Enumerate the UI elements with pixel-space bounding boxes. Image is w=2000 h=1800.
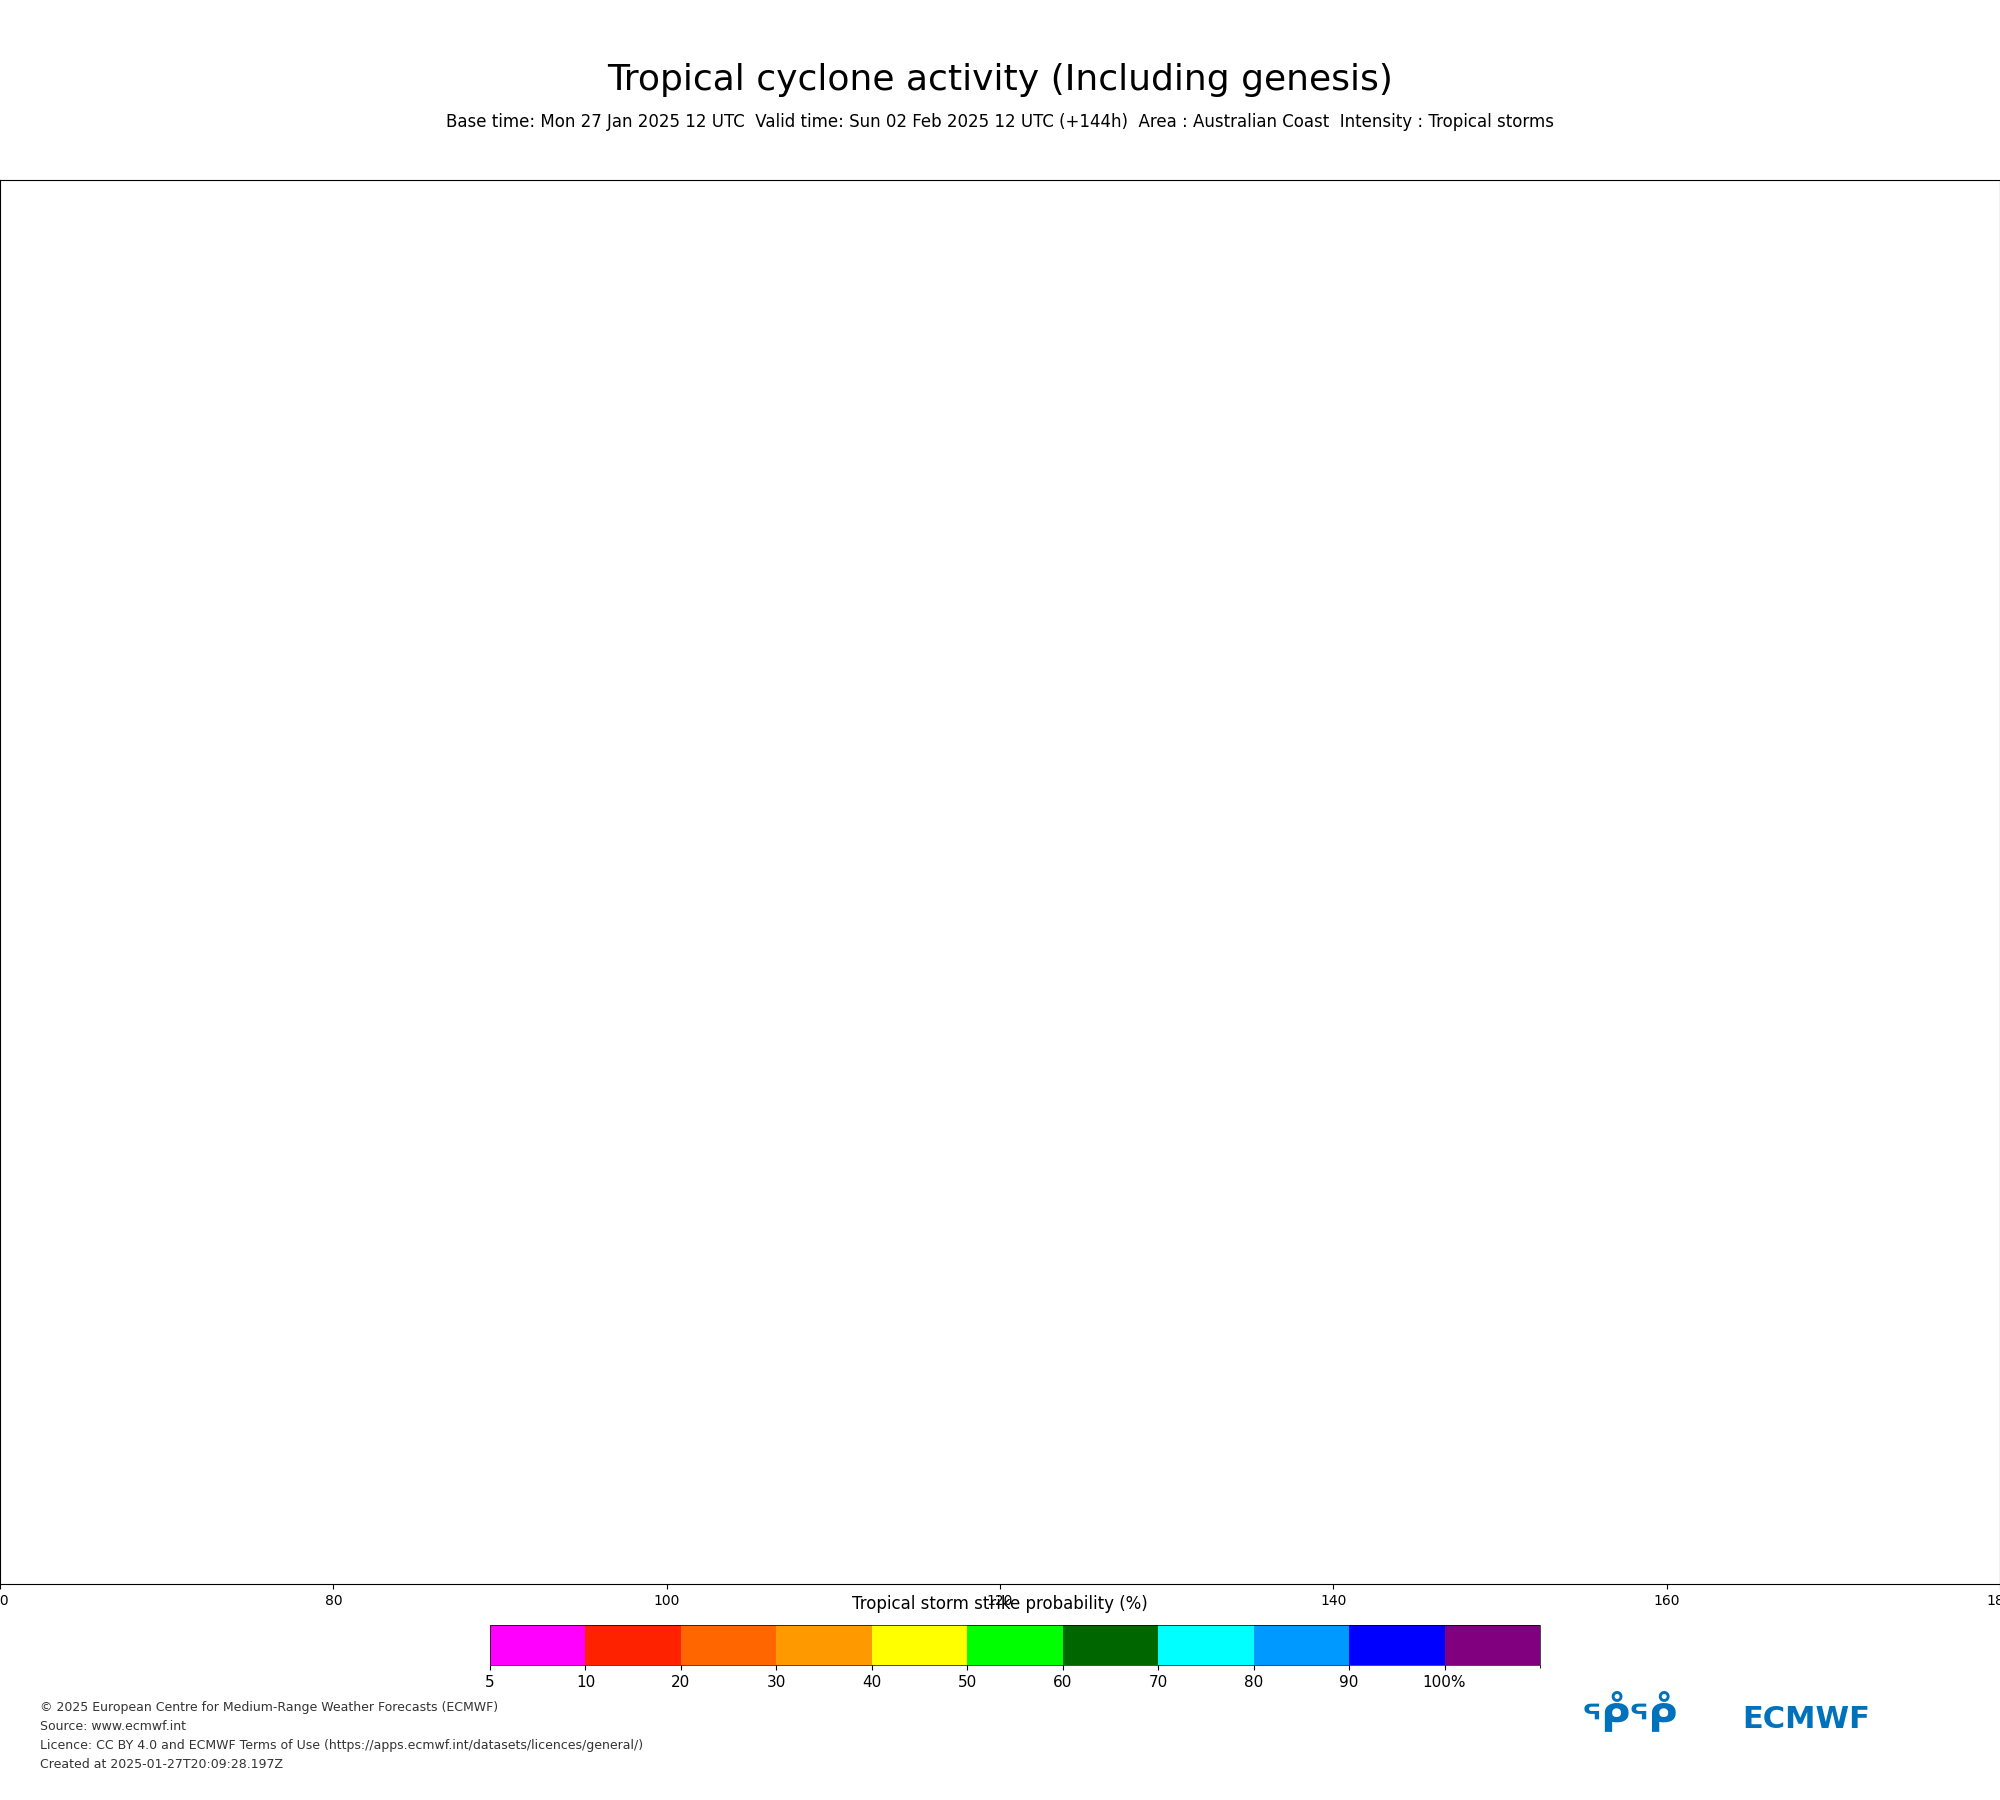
Text: Tropical cyclone activity (Including genesis): Tropical cyclone activity (Including gen… bbox=[608, 63, 1392, 97]
Text: Base time: Mon 27 Jan 2025 12 UTC  Valid time: Sun 02 Feb 2025 12 UTC (+144h)  A: Base time: Mon 27 Jan 2025 12 UTC Valid … bbox=[446, 113, 1554, 131]
Text: © 2025 European Centre for Medium-Range Weather Forecasts (ECMWF)
Source: www.ec: © 2025 European Centre for Medium-Range … bbox=[40, 1701, 644, 1771]
Text: ECMWF: ECMWF bbox=[1742, 1705, 1870, 1733]
Text: ᕾᕾ: ᕾᕾ bbox=[1582, 1699, 1678, 1739]
Text: Tropical storm strike probability (%): Tropical storm strike probability (%) bbox=[852, 1595, 1148, 1613]
